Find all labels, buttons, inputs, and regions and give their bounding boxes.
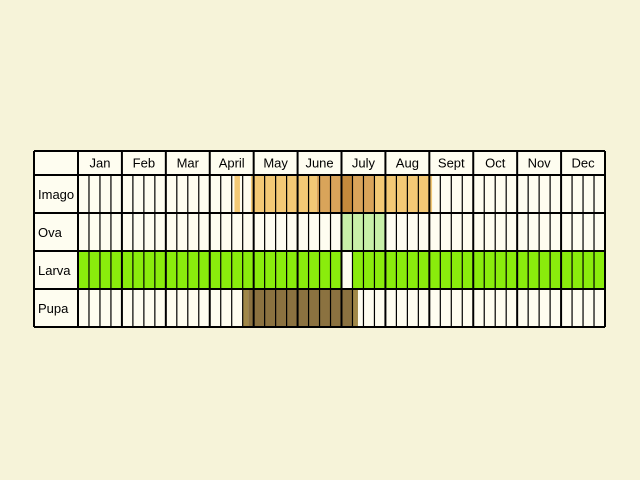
band-pupa-2 bbox=[352, 289, 358, 327]
month-label-july: July bbox=[352, 156, 376, 171]
month-label-feb: Feb bbox=[133, 156, 155, 171]
band-imago-2 bbox=[316, 175, 342, 213]
month-label-mar: Mar bbox=[177, 156, 200, 171]
row-label-pupa: Pupa bbox=[38, 301, 69, 316]
month-label-april: April bbox=[219, 156, 245, 171]
band-pupa-0 bbox=[242, 289, 249, 327]
band-imago-0 bbox=[234, 175, 240, 213]
month-label-jan: Jan bbox=[89, 156, 110, 171]
month-label-nov: Nov bbox=[528, 156, 552, 171]
month-label-oct: Oct bbox=[485, 156, 506, 171]
band-imago-3 bbox=[341, 175, 353, 213]
band-larva-1 bbox=[352, 251, 605, 289]
row-label-ova: Ova bbox=[38, 225, 63, 240]
month-label-may: May bbox=[263, 156, 288, 171]
month-label-dec: Dec bbox=[571, 156, 595, 171]
month-label-aug: Aug bbox=[396, 156, 419, 171]
band-imago-5 bbox=[374, 175, 433, 213]
month-label-sept: Sept bbox=[438, 156, 465, 171]
band-pupa-1 bbox=[248, 289, 353, 327]
row-label-imago: Imago bbox=[38, 187, 74, 202]
band-imago-1 bbox=[250, 175, 317, 213]
month-label-june: June bbox=[305, 156, 333, 171]
row-label-larva: Larva bbox=[38, 263, 71, 278]
